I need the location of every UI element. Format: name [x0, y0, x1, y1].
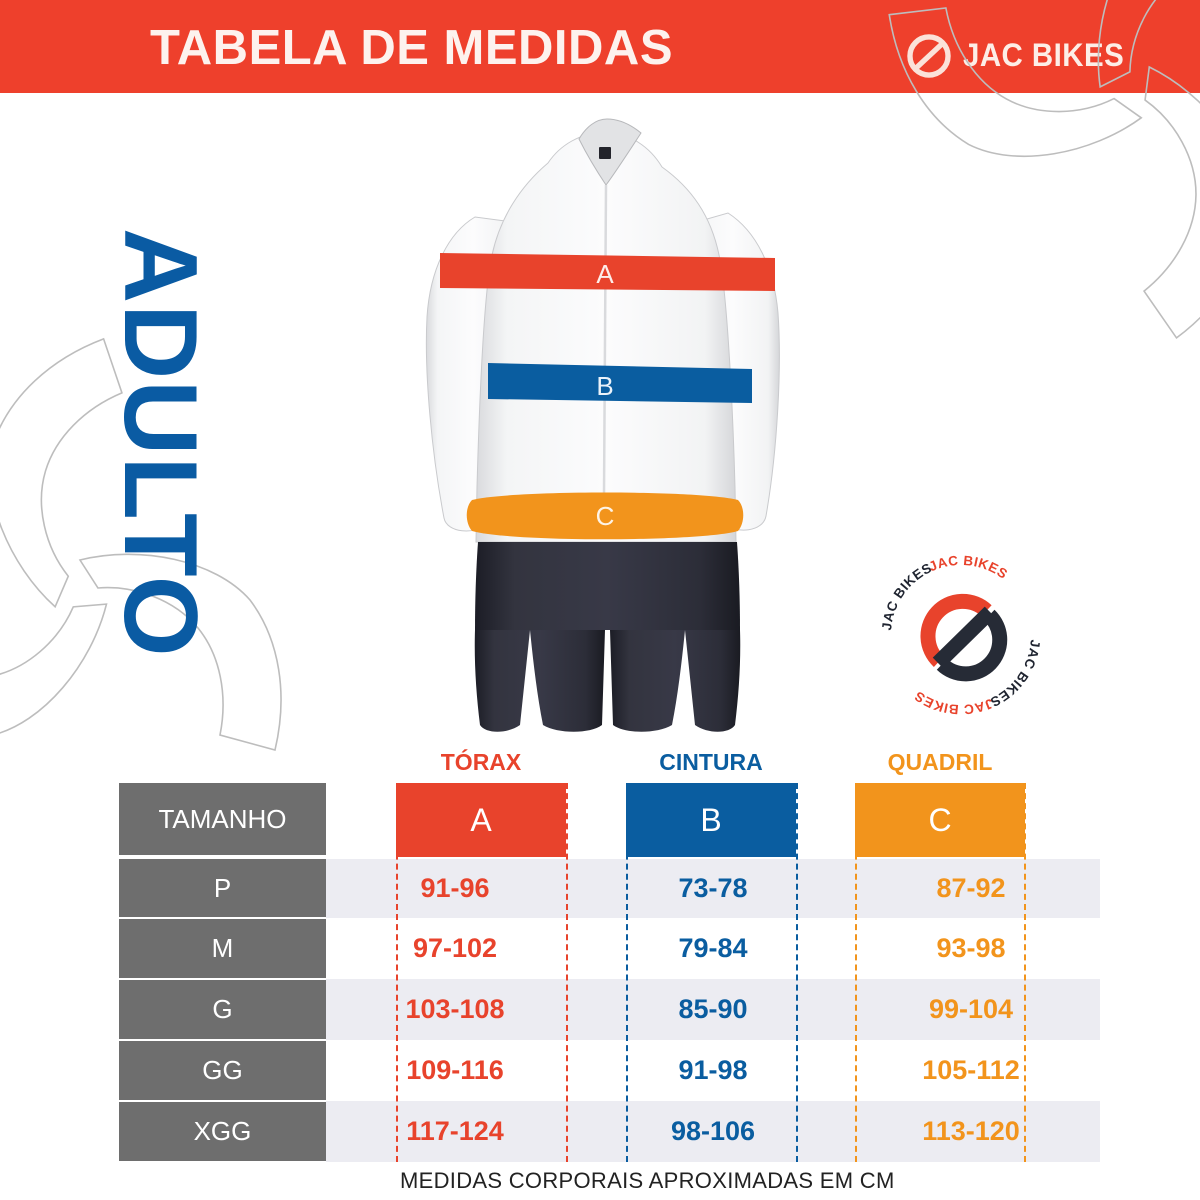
- svg-text:B: B: [596, 371, 613, 401]
- svg-text:JAC BIKES: JAC BIKES: [927, 553, 1011, 582]
- svg-text:C: C: [596, 501, 615, 531]
- svg-text:JAC BIKES: JAC BIKES: [912, 688, 996, 717]
- svg-text:A: A: [596, 259, 614, 289]
